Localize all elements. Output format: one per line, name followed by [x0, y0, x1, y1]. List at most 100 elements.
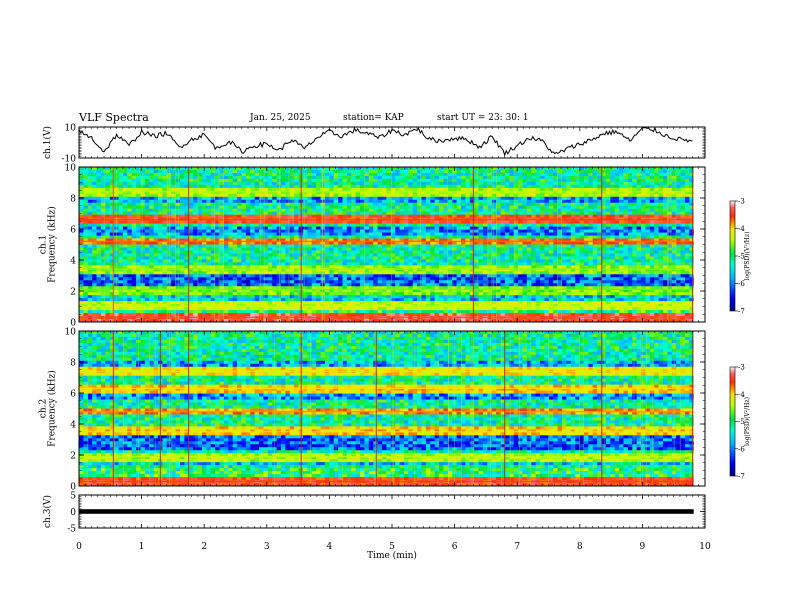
spectrogram-cell [588, 235, 594, 239]
spectrogram-cell [184, 235, 190, 239]
spectrogram-cell [355, 220, 361, 224]
spectrogram-cell [654, 193, 659, 198]
spectrogram-cell [513, 193, 519, 198]
spectrogram-cell [434, 167, 440, 171]
spectrogram-cell [583, 223, 589, 227]
spectrogram-cell [482, 250, 488, 254]
spectrogram-cell [553, 235, 558, 239]
spectrogram-cell [259, 241, 264, 245]
spectrogram-cell [228, 244, 233, 248]
spectrogram-cell [641, 247, 646, 251]
spectrogram-cell [184, 238, 190, 242]
spectrogram-cell [548, 220, 554, 224]
spectrogram-cell [487, 199, 493, 204]
spectrogram-cell [127, 187, 132, 192]
spectrogram-cell [166, 208, 172, 213]
spectrogram-cell [641, 259, 646, 263]
spectrogram-cell [658, 232, 664, 236]
spectrogram-cell [513, 202, 519, 207]
spectrogram-cell [83, 235, 89, 239]
spectrogram-cell [131, 181, 137, 186]
spectrogram-cell [671, 226, 677, 230]
spectrogram-cell [544, 178, 550, 183]
spectrogram-cell [478, 193, 484, 198]
spectrogram-cell [689, 220, 695, 224]
spectrogram-cell [434, 235, 440, 239]
spectrogram-cell [671, 199, 677, 204]
spectrogram-cell [412, 193, 418, 198]
spectrogram-cell [504, 262, 510, 266]
spectrogram-cell [179, 208, 185, 213]
spectrogram-cell [421, 169, 427, 174]
spectrogram-cell [535, 199, 541, 204]
spectrogram-cell [522, 169, 528, 174]
spectrogram-cell [417, 235, 422, 239]
spectrogram-cell [122, 181, 128, 186]
spectrogram-cell [531, 169, 536, 174]
spectrogram-cell [193, 190, 198, 195]
spectrogram-cell [430, 169, 435, 174]
spectrogram-cell [425, 259, 431, 263]
spectrogram-cell [465, 214, 471, 218]
spectrogram-cell [96, 253, 102, 257]
spectrogram-cell [465, 253, 471, 257]
spectrogram-cell [131, 238, 137, 242]
spectrogram-cell [83, 167, 89, 171]
spectrogram-cell [346, 256, 352, 260]
spectrogram-cell [540, 208, 545, 213]
spectrogram-cell [153, 232, 159, 236]
spectrogram-cell [87, 175, 93, 180]
spectrogram-cell [614, 223, 620, 227]
spectrogram-cell [421, 235, 427, 239]
spectrogram-cell [342, 262, 348, 266]
spectrogram-cell [338, 205, 343, 210]
spectrogram-cell [193, 223, 198, 227]
spectrogram-cell [663, 253, 668, 257]
spectrogram-cell [421, 187, 427, 192]
spectrogram-cell [193, 187, 198, 192]
spectrogram-cell [658, 193, 664, 198]
spectrogram-cell [513, 232, 519, 236]
spectrogram-cell [645, 178, 651, 183]
spectrogram-cell [614, 208, 620, 213]
spectrogram-cell [412, 235, 418, 239]
spectrogram-cell [342, 205, 348, 210]
spectrogram-cell [153, 184, 159, 189]
spectrogram-cell [184, 181, 190, 186]
spectrogram-cell [201, 250, 207, 254]
spectrogram-cell [535, 178, 541, 183]
spectrogram-cell [412, 187, 418, 192]
spectrogram-cell [403, 241, 409, 245]
spectrogram-cell [583, 181, 589, 186]
spectrogram-cell [193, 220, 198, 224]
spectrogram-cell [535, 190, 541, 195]
spectrogram-cell [496, 226, 501, 230]
spectrogram-cell [79, 214, 84, 218]
spectrogram-cell [654, 169, 659, 174]
spectrogram-cell [482, 181, 488, 186]
spectrogram-cell [166, 268, 172, 272]
spectrogram-cell [566, 256, 572, 260]
spectrogram-cell [377, 259, 383, 263]
spectrogram-cell [439, 253, 444, 257]
spectrogram-cell [562, 253, 567, 257]
spectrogram-cell [465, 167, 471, 171]
spectrogram-cell [562, 226, 567, 230]
spectrogram-cell [676, 241, 681, 245]
spectrogram-cell [364, 223, 370, 227]
spectrogram-cell [474, 259, 479, 263]
spectrogram-cell [267, 247, 273, 251]
spectrogram-cell [641, 220, 646, 224]
spectrogram-cell [241, 262, 247, 266]
spectrogram-cell [342, 169, 348, 174]
spectrogram-cell [684, 226, 690, 230]
spectrogram-cell [474, 211, 479, 215]
spectrogram-cell [237, 214, 242, 218]
spectrogram-cell [417, 238, 422, 242]
spectrogram-cell [346, 172, 352, 177]
spectrogram-cell [636, 256, 642, 260]
spectrogram-cell [500, 232, 506, 236]
spectrogram-cell [351, 181, 356, 186]
spectrogram-cell [526, 241, 532, 245]
spectrogram-cell [166, 265, 172, 269]
